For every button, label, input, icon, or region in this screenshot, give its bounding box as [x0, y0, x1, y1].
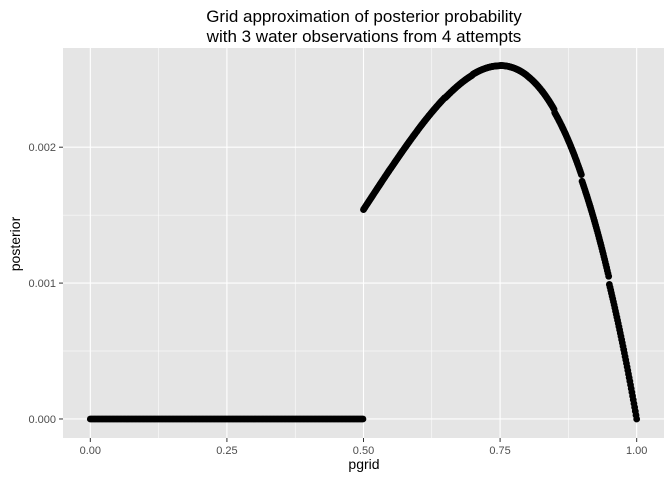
x-tick-label: 0.25	[216, 445, 237, 457]
y-axis-title: posterior	[7, 216, 23, 271]
chart-title-line-2: with 3 water observations from 4 attempt…	[206, 27, 522, 46]
grid-major	[63, 48, 664, 438]
y-tick-label: 0.002	[28, 142, 56, 154]
x-axis-title: pgrid	[348, 456, 379, 472]
x-tick-label: 0.75	[489, 445, 510, 457]
x-axis-ticks: 0.00 0.25 0.50 0.75 1.00	[80, 438, 647, 457]
data-point	[359, 415, 367, 423]
x-tick-label: 0.00	[80, 445, 101, 457]
chart-title-line-1: Grid approximation of posterior probabil…	[206, 7, 522, 26]
y-tick-label: 0.000	[28, 414, 56, 426]
x-tick-label: 0.50	[353, 445, 374, 457]
data-point	[633, 415, 641, 423]
y-axis-ticks: 0.000 0.001 0.002	[28, 142, 63, 426]
x-tick-label: 1.00	[626, 445, 647, 457]
data-point	[577, 171, 585, 178]
data-points	[86, 62, 641, 423]
data-point	[605, 272, 613, 280]
y-tick-label: 0.001	[28, 278, 56, 290]
